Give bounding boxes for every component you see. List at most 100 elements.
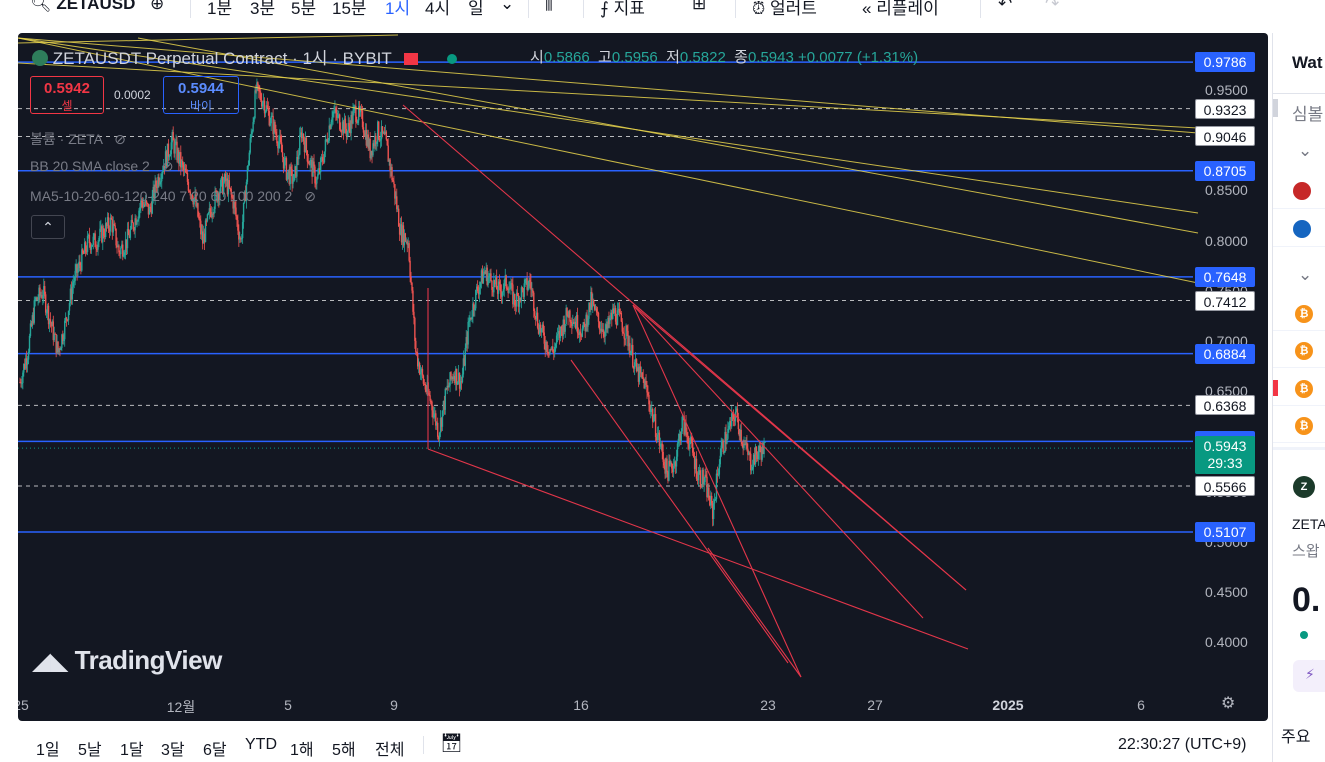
eye-off-icon[interactable]: ⊘ bbox=[114, 131, 126, 147]
candle-body bbox=[472, 303, 474, 318]
range-3m[interactable]: 3달 bbox=[161, 742, 185, 759]
watchlist-row[interactable] bbox=[1273, 173, 1325, 209]
indicator-volume[interactable]: 볼륨 · ZETA ⊘ bbox=[30, 129, 126, 149]
candle-body bbox=[322, 161, 325, 163]
watchlist-title[interactable]: Wat bbox=[1292, 53, 1323, 72]
candle-body bbox=[751, 467, 754, 470]
range-5d[interactable]: 5날 bbox=[78, 742, 102, 759]
candle-body bbox=[287, 169, 290, 173]
candle-body bbox=[20, 382, 22, 384]
candle-body bbox=[247, 165, 250, 167]
candle-body bbox=[508, 289, 510, 293]
candle-body bbox=[590, 291, 592, 310]
watchlist-row[interactable]: ₿ bbox=[1273, 332, 1325, 368]
candle-body bbox=[656, 434, 659, 441]
indicator-ma[interactable]: MA5-10-20-60-120-240 7 20 60 100 200 2 ⊘ bbox=[30, 188, 316, 205]
candle-body bbox=[412, 290, 414, 312]
interval-1h[interactable]: 1시 bbox=[385, 0, 411, 18]
replay-button[interactable]: « 리플레이 bbox=[862, 0, 939, 19]
candle-body bbox=[456, 382, 459, 385]
eye-off-icon[interactable]: ⊘ bbox=[304, 188, 316, 204]
buy-button[interactable]: 0.5944 바이 bbox=[163, 76, 239, 114]
candle-body bbox=[98, 237, 100, 243]
candle-body bbox=[757, 451, 760, 460]
interval-1m[interactable]: 1분 bbox=[207, 0, 233, 18]
layouts-button[interactable]: ⊞ bbox=[692, 0, 706, 14]
compare-symbol-button[interactable]: ⊕ bbox=[150, 0, 164, 14]
candle-body bbox=[271, 115, 273, 117]
candle-body bbox=[746, 442, 748, 449]
clock-timezone[interactable]: 22:30:27 (UTC+9) bbox=[1118, 736, 1247, 753]
candle-body bbox=[260, 100, 263, 107]
chevron-down-icon[interactable]: ⌄ bbox=[1298, 265, 1313, 284]
red-trendline bbox=[570, 359, 789, 664]
interval-dropdown-button[interactable]: ⌄ bbox=[500, 0, 514, 14]
undo-button[interactable]: ↶ bbox=[998, 0, 1012, 14]
legend-title[interactable]: ZETAUSDT Perpetual Contract · 1시 · BYBIT bbox=[52, 49, 392, 68]
indicators-button[interactable]: ⨍ 지표 bbox=[600, 0, 645, 19]
chart-type-button[interactable]: ⫼ bbox=[545, 0, 553, 14]
candle-body bbox=[742, 444, 744, 448]
low-value: 0.5822 bbox=[679, 49, 726, 66]
range-ytd[interactable]: YTD bbox=[245, 736, 277, 753]
range-6m[interactable]: 6달 bbox=[203, 742, 227, 759]
watchlist-row[interactable]: ₿ bbox=[1273, 407, 1325, 443]
flag-icon[interactable] bbox=[404, 53, 419, 65]
candle-body bbox=[629, 343, 631, 355]
candle-body bbox=[489, 273, 491, 277]
watchlist-row[interactable]: ₿ bbox=[1273, 370, 1325, 406]
drag-handle[interactable] bbox=[1273, 99, 1278, 117]
candle-body bbox=[159, 181, 161, 185]
watchlist-row[interactable] bbox=[1273, 211, 1325, 247]
indicators-label: 지표 bbox=[613, 0, 645, 18]
alert-button[interactable]: ⏰︎ 얼러트 bbox=[752, 0, 817, 19]
chart-canvas[interactable] bbox=[18, 33, 1268, 721]
indicator-bb[interactable]: BB 20 SMA close 2 ⊘ bbox=[30, 158, 173, 175]
symbol-column-header[interactable]: 심볼 bbox=[1292, 105, 1324, 124]
candle-body bbox=[402, 225, 405, 246]
interval-3m[interactable]: 3분 bbox=[250, 0, 276, 18]
candle-body bbox=[197, 203, 199, 217]
candle-body bbox=[169, 154, 172, 157]
interval-4h[interactable]: 4시 bbox=[425, 0, 451, 18]
candle-body bbox=[722, 440, 724, 453]
watchlist-row[interactable]: ₿ bbox=[1273, 295, 1325, 331]
sell-button[interactable]: 0.5942 셀 bbox=[30, 76, 104, 114]
candle-body bbox=[347, 123, 349, 132]
chevron-down-icon[interactable]: ⌄ bbox=[1298, 141, 1313, 160]
candle-body bbox=[700, 484, 702, 488]
redo-button[interactable]: ↷ bbox=[1045, 0, 1059, 14]
range-1d[interactable]: 1일 bbox=[36, 742, 60, 759]
chart-pane[interactable]: ZETAUSDT Perpetual Contract · 1시 · BYBIT… bbox=[18, 33, 1268, 721]
candle-body bbox=[124, 239, 127, 253]
candle-body bbox=[50, 322, 53, 327]
goto-date-button[interactable]: 📅︎ bbox=[440, 733, 463, 754]
collapse-legend-button[interactable]: ⌃ bbox=[31, 215, 65, 239]
level-price-tag: 0.9786 bbox=[1195, 52, 1255, 73]
interval-1d[interactable]: 일 bbox=[468, 0, 484, 18]
range-5y[interactable]: 5해 bbox=[332, 742, 356, 759]
price-tick-label: 0.9500 bbox=[1205, 81, 1248, 98]
axis-settings-button[interactable]: ⚙︎ bbox=[1221, 693, 1235, 713]
candle-body bbox=[155, 180, 157, 187]
symbol-search-button[interactable]: 🔍︎ ZETAUSD bbox=[30, 0, 135, 14]
candle-body bbox=[313, 161, 315, 167]
range-1y[interactable]: 1해 bbox=[290, 742, 314, 759]
interval-15m[interactable]: 15분 bbox=[332, 0, 367, 18]
eye-off-icon[interactable]: ⊘ bbox=[161, 158, 174, 174]
boost-button[interactable]: ⚡︎ bbox=[1293, 660, 1325, 692]
interval-5m[interactable]: 5분 bbox=[291, 0, 317, 18]
candle-body bbox=[288, 169, 290, 185]
candle-body bbox=[608, 317, 610, 324]
close-value: 0.5943 bbox=[747, 49, 794, 66]
candle-body bbox=[574, 321, 577, 329]
range-1m[interactable]: 1달 bbox=[120, 742, 144, 759]
candle-body bbox=[647, 392, 649, 396]
candle-body bbox=[666, 458, 668, 473]
range-all[interactable]: 전체 bbox=[375, 742, 405, 759]
candle-body bbox=[703, 481, 705, 485]
candle-body bbox=[419, 372, 422, 375]
indicator-ma-label: MA5-10-20-60-120-240 7 20 60 100 200 2 bbox=[30, 188, 293, 204]
candle-body bbox=[691, 436, 693, 443]
candle-body bbox=[706, 476, 708, 498]
